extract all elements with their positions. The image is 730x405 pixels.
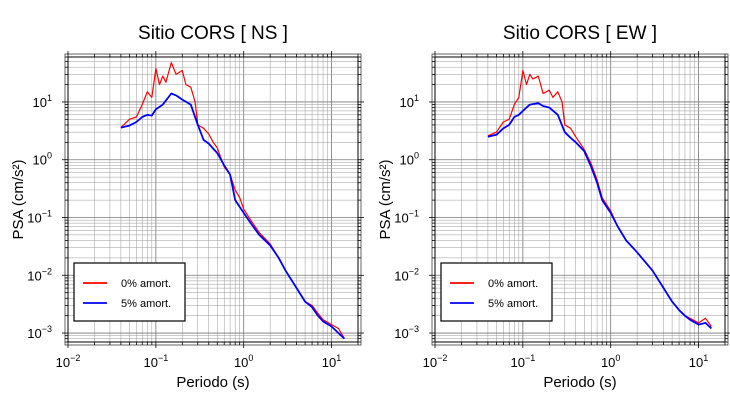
x-tick-label: 100 — [601, 353, 620, 370]
y-tick-label: 10−2 — [394, 266, 419, 283]
y-tick-label: 10−3 — [27, 324, 52, 341]
y-tick-label: 10−2 — [27, 266, 52, 283]
grid — [434, 56, 726, 343]
x-axis-label: Periodo (s) — [543, 374, 616, 391]
legend: 0% amort. 5% amort. — [440, 262, 553, 322]
legend-label-2: 5% amort. — [121, 298, 171, 310]
x-tick-label: 101 — [322, 353, 341, 370]
legend-label-1: 0% amort. — [121, 278, 171, 290]
legend: 0% amort. 5% amort. — [73, 262, 186, 322]
x-axis-label: Periodo (s) — [176, 374, 249, 391]
plot-frame-outer — [64, 53, 362, 346]
plot-frame-outer — [431, 53, 729, 346]
plot-frame — [67, 56, 359, 343]
y-tick-label: 10−1 — [394, 209, 419, 226]
y-axis-label: PSA (cm/s²) — [377, 159, 394, 239]
legend-box — [73, 262, 186, 322]
legend-label-2: 5% amort. — [488, 298, 538, 310]
legend-box — [440, 262, 553, 322]
x-tick-label: 10−2 — [56, 353, 81, 370]
series-line-2 — [120, 92, 346, 340]
y-tick-label: 101 — [33, 93, 52, 110]
chart-title: Sitio CORS [ NS ] — [138, 23, 288, 44]
y-tick-label: 101 — [400, 93, 419, 110]
y-tick-label: 100 — [400, 151, 419, 168]
legend-label-1: 0% amort. — [488, 278, 538, 290]
y-tick-label: 10−3 — [394, 324, 419, 341]
y-tick-label: 10−1 — [27, 209, 52, 226]
ticks — [429, 51, 730, 348]
x-tick-label: 10−2 — [423, 353, 448, 370]
series-line-2 — [487, 102, 713, 330]
x-tick-label: 100 — [234, 353, 253, 370]
plot-frame — [434, 56, 726, 343]
y-axis-label: PSA (cm/s²) — [10, 159, 27, 239]
chart-title: Sitio CORS [ EW ] — [503, 23, 657, 44]
y-tick-label: 100 — [33, 151, 52, 168]
x-tick-label: 101 — [689, 353, 708, 370]
grid — [67, 56, 359, 343]
ticks — [62, 51, 364, 348]
x-tick-label: 10−1 — [143, 353, 168, 370]
x-tick-label: 10−1 — [510, 353, 535, 370]
